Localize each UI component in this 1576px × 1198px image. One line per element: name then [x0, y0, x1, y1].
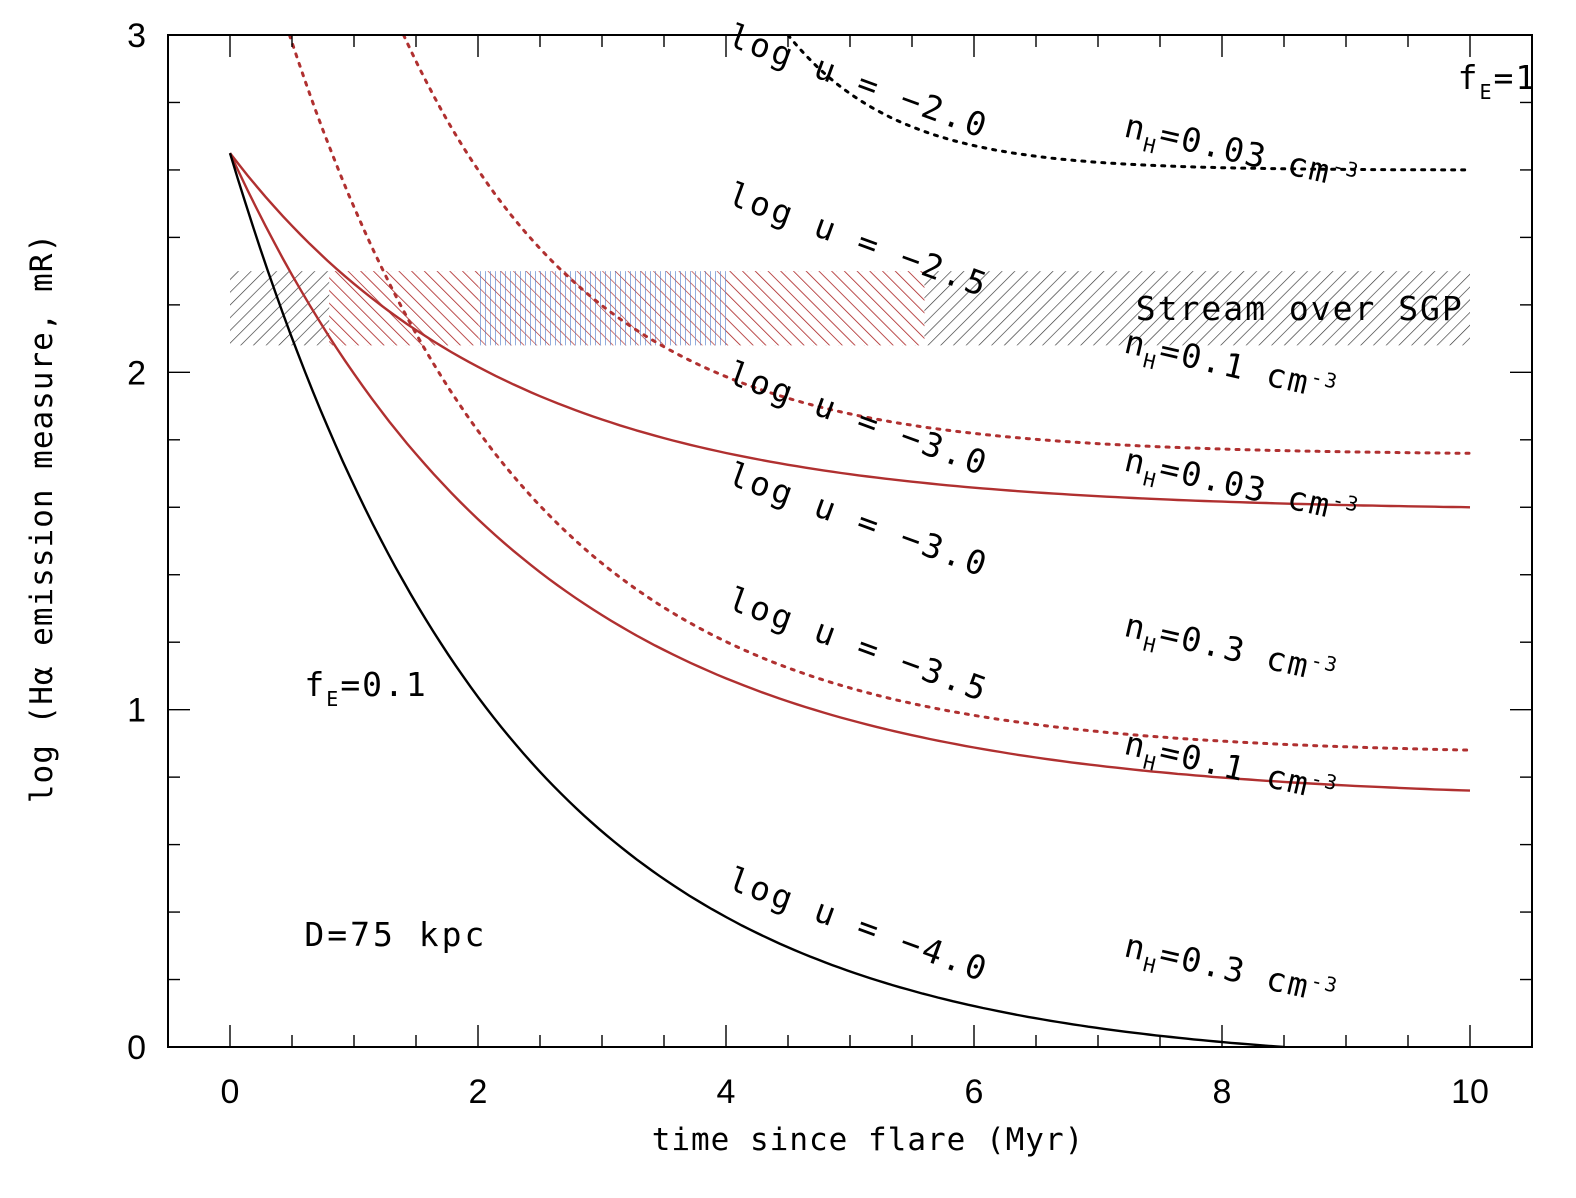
x-tick-label: 0	[221, 1073, 240, 1111]
density-label-3: nH=0.03 cm-3	[1119, 440, 1362, 539]
density-label-5: nH=0.1 cm-3	[1119, 723, 1341, 817]
x-axis-label: time since flare (Myr)	[652, 1122, 1085, 1158]
stream-band: Stream over SGP	[230, 271, 1470, 346]
series-line-3	[288, 35, 1472, 752]
log-u-label-4: log u = −3.0	[723, 454, 994, 585]
x-tick-label: 6	[965, 1073, 984, 1111]
x-tick-label: 4	[717, 1073, 736, 1111]
fE-1-label: fE=1	[1458, 58, 1538, 104]
ticks: 0 2 4 6 8 10 0 1 2 3	[127, 17, 1532, 1111]
y-tick-label: 3	[127, 17, 146, 55]
series-line-5	[228, 152, 1471, 792]
series-line-2	[402, 35, 1472, 455]
band-label: Stream over SGP	[1136, 289, 1464, 328]
x-tick-label: 2	[469, 1073, 488, 1111]
density-label-1: nH=0.03 cm-3	[1119, 106, 1362, 205]
density-label-4: nH=0.3 cm-3	[1119, 605, 1341, 699]
band-hatch-blue	[478, 271, 726, 346]
y-axis-label: log (Hα emission measure, mR)	[24, 233, 60, 803]
x-tick-label: 8	[1213, 1073, 1232, 1111]
curves	[228, 35, 1472, 1047]
density-label-6: nH=0.3 cm-3	[1119, 926, 1341, 1020]
distance-label: D=75 kpc	[304, 915, 487, 954]
series-line-6	[228, 152, 1285, 1047]
log-u-label-6: log u = −4.0	[723, 859, 994, 990]
fE-0.1-label: fE=0.1	[304, 665, 427, 711]
y-tick-label: 0	[127, 1029, 146, 1067]
y-tick-label: 1	[127, 692, 146, 730]
x-tick-label: 10	[1451, 1073, 1489, 1111]
series-line-4	[229, 152, 1471, 509]
y-tick-label: 2	[127, 354, 146, 392]
